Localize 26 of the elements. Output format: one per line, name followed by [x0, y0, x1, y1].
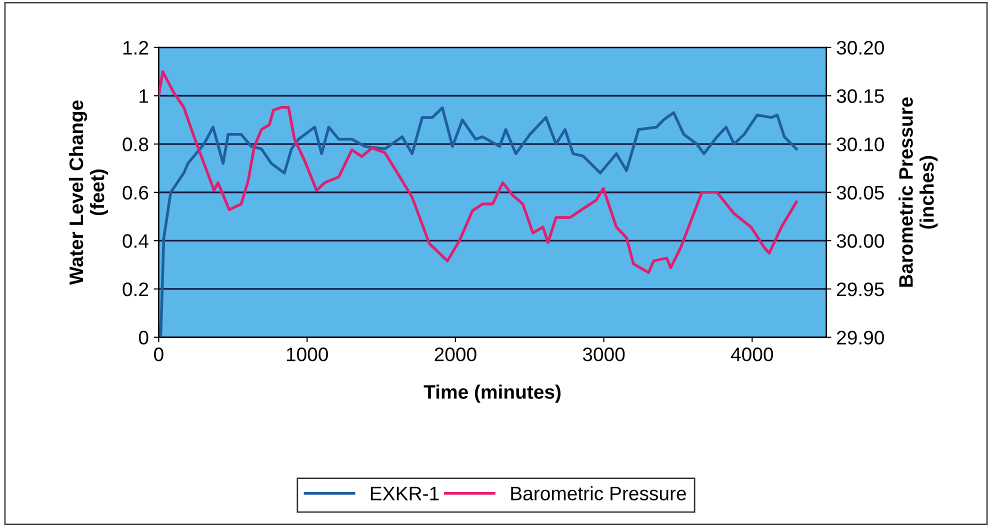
x-tick-label: 4000 — [730, 348, 774, 362]
y2-tick-label: 30.05 — [836, 186, 884, 200]
y-tick-label: 0.2 — [122, 282, 148, 296]
y-tick-label: 1 — [140, 89, 148, 103]
y-tick-label: 0.8 — [122, 138, 148, 152]
y-tick-label: 0.4 — [122, 234, 148, 248]
y-tick-label: 0.6 — [122, 186, 148, 200]
y2-tick-label: 30.15 — [836, 89, 884, 103]
legend-label: Barometric Pressure — [511, 486, 686, 500]
line-series — [158, 106, 798, 338]
y2-tick-label: 30.10 — [836, 138, 884, 152]
y-tick-label: 1.2 — [123, 40, 148, 54]
x-axis-title: Time (minutes) — [424, 384, 561, 403]
x-tick-label: 3000 — [582, 348, 625, 362]
x-tick-label: 0 — [154, 348, 164, 362]
y-axis-title: Water Level Change (feet) — [68, 100, 108, 285]
legend-label: EXKR-1 — [370, 486, 439, 500]
y2-tick-label: 30.00 — [836, 234, 884, 248]
y2-tick-label: 30.20 — [836, 40, 884, 55]
y2-tick-label: 29.95 — [837, 282, 884, 296]
y2-axis-title: Barometric Pressure (inches) — [898, 97, 938, 287]
x-tick-label: 2000 — [434, 348, 476, 362]
y-tick-label: 0 — [138, 330, 148, 345]
y2-tick-label: 29.90 — [837, 330, 884, 345]
x-tick-label: 1000 — [286, 348, 328, 362]
line-series — [158, 70, 798, 274]
